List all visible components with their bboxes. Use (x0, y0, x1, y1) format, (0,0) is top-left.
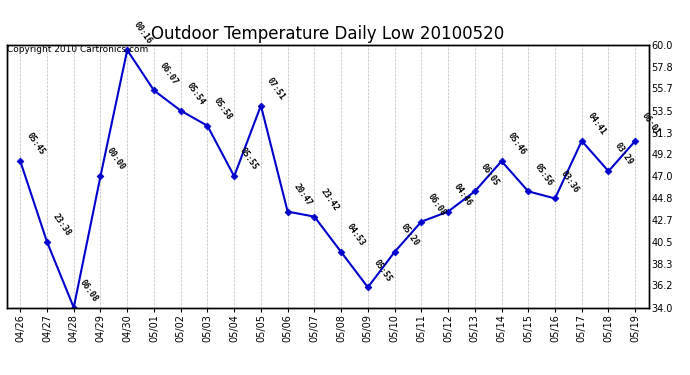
Text: 04:46: 04:46 (452, 182, 474, 207)
Text: 05:54: 05:54 (185, 81, 206, 106)
Text: Copyright 2010 Cartronics.com: Copyright 2010 Cartronics.com (7, 45, 148, 54)
Text: 05:55: 05:55 (372, 258, 394, 283)
Text: 20:47: 20:47 (292, 182, 313, 207)
Text: 06:07: 06:07 (158, 61, 180, 86)
Text: 04:41: 04:41 (586, 111, 608, 137)
Text: 00:16: 00:16 (131, 20, 153, 46)
Text: 05:45: 05:45 (24, 131, 46, 157)
Text: 23:38: 23:38 (51, 212, 73, 238)
Text: 05:55: 05:55 (238, 147, 260, 172)
Text: 05:20: 05:20 (399, 222, 420, 248)
Text: 06:05: 06:05 (479, 162, 501, 187)
Text: 23:42: 23:42 (319, 187, 340, 213)
Text: 03:29: 03:29 (613, 141, 634, 167)
Text: 07:51: 07:51 (265, 76, 287, 101)
Title: Outdoor Temperature Daily Low 20100520: Outdoor Temperature Daily Low 20100520 (151, 26, 504, 44)
Text: 06:08: 06:08 (78, 278, 99, 303)
Text: 05:58: 05:58 (212, 96, 233, 122)
Text: 06:01: 06:01 (640, 111, 661, 137)
Text: 05:46: 05:46 (506, 131, 527, 157)
Text: 05:56: 05:56 (533, 162, 554, 187)
Text: 00:00: 00:00 (105, 147, 126, 172)
Text: 06:08: 06:08 (426, 192, 447, 217)
Text: 04:53: 04:53 (345, 222, 367, 248)
Text: 03:36: 03:36 (559, 169, 581, 194)
